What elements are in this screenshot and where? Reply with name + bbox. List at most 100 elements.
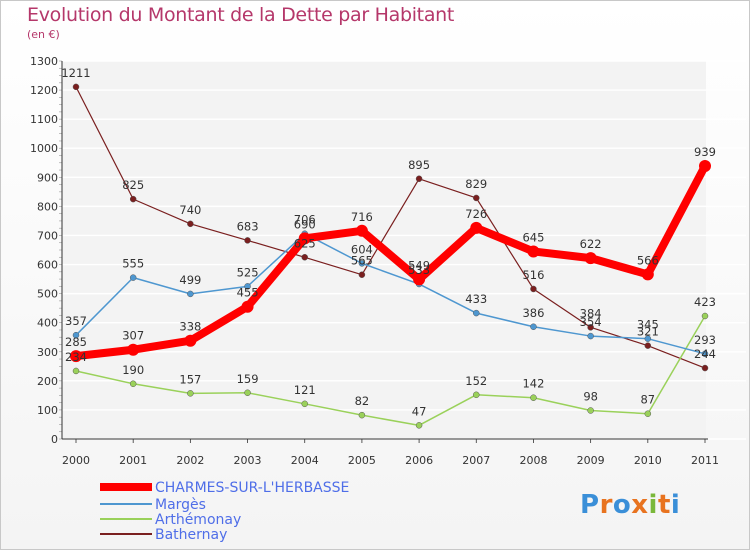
data-label: 321 bbox=[637, 325, 659, 339]
chart-subtitle: (en €) bbox=[27, 28, 60, 41]
data-label: 234 bbox=[65, 350, 87, 364]
data-label: 516 bbox=[522, 268, 544, 282]
data-label: 345 bbox=[637, 318, 659, 332]
logo-letter: r bbox=[599, 490, 613, 520]
data-label: 354 bbox=[580, 315, 602, 329]
data-label: 433 bbox=[465, 292, 487, 306]
data-label: 604 bbox=[351, 242, 373, 256]
y-tick-label: 900 bbox=[37, 171, 58, 184]
series-point-0 bbox=[241, 300, 254, 313]
series-point-3 bbox=[72, 83, 80, 91]
x-tick-label: 2007 bbox=[462, 454, 490, 467]
series-point-0 bbox=[413, 273, 426, 286]
x-tick-label: 2003 bbox=[234, 454, 262, 467]
series-point-0 bbox=[355, 224, 368, 237]
series-point-1 bbox=[644, 335, 652, 342]
logo-letter: x bbox=[631, 490, 649, 520]
data-label: 565 bbox=[351, 254, 373, 268]
data-label: 386 bbox=[522, 306, 544, 320]
logo-letter: P bbox=[580, 490, 600, 520]
logo-letter: i bbox=[648, 490, 658, 520]
data-label: 142 bbox=[522, 377, 544, 391]
data-label: 307 bbox=[122, 329, 144, 343]
series-point-2 bbox=[187, 390, 194, 397]
proxiti-logo: Proxiti bbox=[580, 490, 680, 520]
data-label: 285 bbox=[65, 335, 87, 349]
y-tick-label: 1100 bbox=[30, 113, 58, 126]
series-point-1 bbox=[530, 323, 537, 331]
data-label: 622 bbox=[580, 237, 602, 251]
y-tick-label: 0 bbox=[51, 433, 58, 446]
y-tick-label: 800 bbox=[37, 200, 58, 213]
y-tick-label: 1000 bbox=[30, 142, 58, 155]
series-point-3 bbox=[129, 195, 137, 203]
x-tick-label: 2000 bbox=[62, 454, 90, 467]
series-point-3 bbox=[473, 194, 480, 202]
series-point-1 bbox=[701, 350, 709, 358]
x-tick-label: 2009 bbox=[577, 454, 605, 467]
series-point-2 bbox=[244, 389, 251, 397]
data-label: 82 bbox=[355, 394, 370, 408]
series-point-0 bbox=[127, 343, 140, 356]
data-label: 98 bbox=[583, 390, 598, 404]
y-tick-label: 400 bbox=[37, 317, 58, 330]
series-point-2 bbox=[473, 391, 480, 399]
series-point-2 bbox=[358, 411, 366, 419]
legend-label: Bathernay bbox=[155, 527, 227, 543]
series-point-2 bbox=[301, 400, 308, 408]
data-label: 555 bbox=[122, 257, 144, 271]
series-point-2 bbox=[701, 312, 709, 320]
logo-letter: o bbox=[612, 490, 632, 520]
series-point-2 bbox=[72, 367, 80, 375]
series-point-1 bbox=[72, 331, 80, 339]
y-tick-label: 100 bbox=[37, 404, 58, 417]
series-point-1 bbox=[187, 290, 194, 298]
series-point-3 bbox=[530, 285, 537, 293]
series-point-0 bbox=[584, 252, 597, 265]
series-point-3 bbox=[187, 220, 194, 228]
series-line-3 bbox=[75, 86, 706, 369]
y-tick-label: 1300 bbox=[30, 55, 58, 68]
data-label: 1211 bbox=[61, 66, 90, 80]
data-label: 690 bbox=[294, 217, 316, 231]
data-label: 159 bbox=[237, 372, 259, 386]
data-label: 829 bbox=[465, 177, 487, 191]
y-tick-label: 700 bbox=[37, 229, 58, 242]
series-point-2 bbox=[415, 422, 423, 429]
data-label: 190 bbox=[122, 363, 144, 377]
series-point-3 bbox=[587, 324, 594, 331]
data-label: 625 bbox=[294, 236, 316, 250]
data-label: 706 bbox=[294, 213, 316, 227]
y-tick-label: 200 bbox=[37, 375, 58, 388]
series-point-0 bbox=[641, 268, 654, 281]
series-point-3 bbox=[644, 342, 652, 349]
series-line-0 bbox=[75, 164, 709, 361]
series-point-0 bbox=[70, 350, 82, 363]
series-point-1 bbox=[129, 274, 137, 281]
data-label: 157 bbox=[179, 372, 201, 386]
chart-title: Evolution du Montant de la Dette par Hab… bbox=[27, 4, 455, 26]
series-point-2 bbox=[644, 410, 652, 417]
x-tick-label: 2010 bbox=[634, 454, 662, 467]
data-label: 121 bbox=[294, 383, 316, 397]
data-label: 683 bbox=[237, 219, 259, 233]
x-tick-label: 2005 bbox=[348, 454, 376, 467]
x-tick-label: 2002 bbox=[176, 454, 204, 467]
data-label: 152 bbox=[465, 374, 487, 388]
series-point-3 bbox=[244, 237, 251, 244]
series-point-1 bbox=[587, 332, 594, 340]
data-label: 384 bbox=[580, 306, 602, 320]
series-point-3 bbox=[301, 254, 308, 261]
series-point-2 bbox=[587, 407, 594, 414]
series-point-3 bbox=[358, 271, 366, 278]
data-label: 726 bbox=[465, 207, 487, 221]
data-label: 244 bbox=[694, 347, 716, 361]
series-point-0 bbox=[184, 334, 197, 347]
data-label: 895 bbox=[408, 158, 430, 172]
data-label: 566 bbox=[637, 253, 659, 267]
y-tick-label: 500 bbox=[37, 288, 58, 301]
data-label: 939 bbox=[694, 145, 716, 159]
data-label: 645 bbox=[522, 230, 544, 244]
data-label: 825 bbox=[122, 178, 144, 192]
